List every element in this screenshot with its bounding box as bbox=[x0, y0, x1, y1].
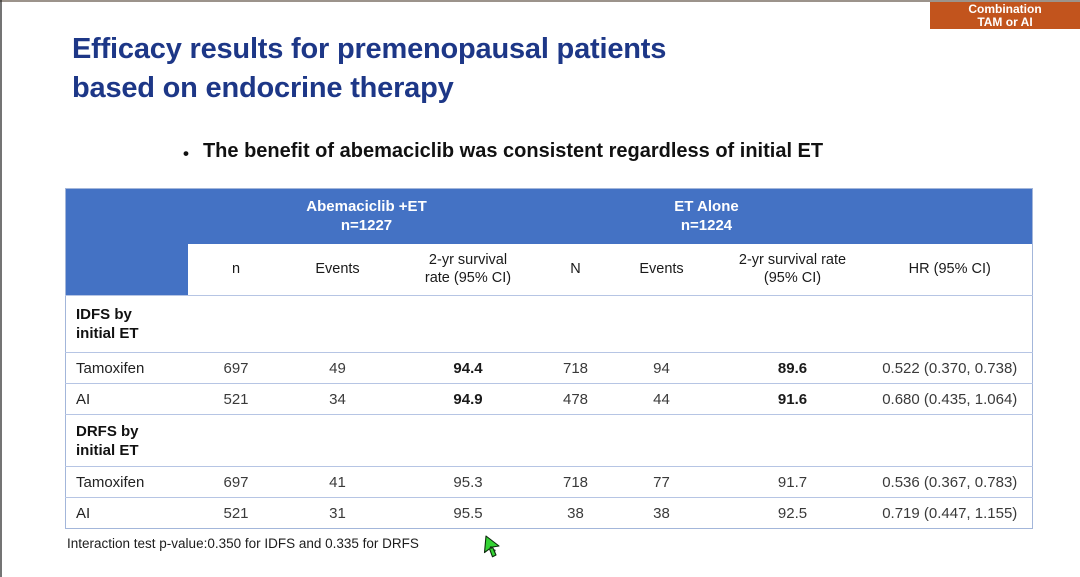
row-label: AI bbox=[65, 497, 188, 529]
cell-events2: 77 bbox=[605, 466, 718, 498]
section-label-drfs: DRFS by initial ET bbox=[65, 414, 1033, 467]
cell-events2: 44 bbox=[605, 383, 718, 415]
key-finding-bullet: • The benefit of abemaciclib was consist… bbox=[183, 140, 823, 167]
cell-survival: 95.5 bbox=[390, 497, 546, 529]
left-edge-line bbox=[0, 0, 2, 577]
group-n: n=1224 bbox=[680, 217, 733, 235]
cell-survival2: 91.7 bbox=[717, 466, 868, 498]
cell-N: 38 bbox=[545, 497, 606, 529]
cell-N: 718 bbox=[545, 352, 606, 384]
section-label-idfs: IDFS by initial ET bbox=[65, 295, 1033, 353]
row-label: AI bbox=[65, 383, 188, 415]
table-row: Tamoxifen 697 41 95.3 718 77 91.7 0.536 … bbox=[65, 466, 1033, 498]
badge-line1: Combination bbox=[968, 2, 1042, 16]
col-header-events2: Events bbox=[605, 243, 718, 296]
cell-n: 697 bbox=[187, 466, 285, 498]
cell-N: 718 bbox=[545, 466, 606, 498]
efficacy-table-container: Abemaciclib +ET n=1227 ET Alone n=1224 n… bbox=[65, 188, 1033, 529]
col-header-n: n bbox=[187, 243, 285, 296]
group-label: ET Alone bbox=[674, 198, 739, 216]
col-header-survival2: 2-yr survival rate (95% CI) bbox=[717, 243, 868, 296]
top-edge-line bbox=[0, 0, 1080, 2]
page-title: Efficacy results for premenopausal patie… bbox=[72, 30, 666, 108]
column-header-row: n Events 2-yr survival rate (95% CI) N E… bbox=[66, 243, 1033, 296]
cell-events2: 94 bbox=[605, 352, 718, 384]
cell-hr: 0.522 (0.370, 0.738) bbox=[867, 352, 1033, 384]
cell-events: 34 bbox=[284, 383, 391, 415]
col-header-N: N bbox=[545, 243, 606, 296]
col-header-survival: 2-yr survival rate (95% CI) bbox=[390, 243, 546, 296]
cell-n: 697 bbox=[187, 352, 285, 384]
group-header-abemaciclib: Abemaciclib +ET n=1227 bbox=[187, 188, 546, 244]
interaction-test-footnote: Interaction test p-value:0.350 for IDFS … bbox=[67, 536, 419, 551]
bullet-marker: • bbox=[183, 144, 189, 163]
cell-n: 521 bbox=[187, 383, 285, 415]
col-header-hr: HR (95% CI) bbox=[867, 243, 1033, 296]
bullet-text: The benefit of abemaciclib was consisten… bbox=[202, 140, 824, 162]
cell-survival2: 92.5 bbox=[717, 497, 868, 529]
cell-hr: 0.680 (0.435, 1.064) bbox=[867, 383, 1033, 415]
cursor-icon bbox=[482, 535, 504, 565]
title-line1: Efficacy results for premenopausal patie… bbox=[72, 33, 667, 65]
cell-events: 49 bbox=[284, 352, 391, 384]
title-line2: based on endocrine therapy bbox=[72, 72, 454, 104]
corner-cell bbox=[65, 188, 188, 296]
cell-events: 41 bbox=[284, 466, 391, 498]
cell-N: 478 bbox=[545, 383, 606, 415]
cell-events2: 38 bbox=[605, 497, 718, 529]
group-header-row: Abemaciclib +ET n=1227 ET Alone n=1224 bbox=[65, 188, 1033, 296]
table-row: AI 521 31 95.5 38 38 92.5 0.719 (0.447, … bbox=[65, 497, 1033, 529]
cell-survival2: 91.6 bbox=[717, 383, 868, 415]
col-header-events: Events bbox=[284, 243, 391, 296]
group-n: n=1227 bbox=[340, 217, 393, 235]
row-label: Tamoxifen bbox=[65, 466, 188, 498]
row-label: Tamoxifen bbox=[65, 352, 188, 384]
cell-survival: 95.3 bbox=[390, 466, 546, 498]
cell-survival2: 89.6 bbox=[717, 352, 868, 384]
group-header-et-alone: ET Alone n=1224 bbox=[545, 188, 868, 244]
efficacy-table: Abemaciclib +ET n=1227 ET Alone n=1224 n… bbox=[65, 188, 1033, 529]
treatment-badge: Combination TAM or AI bbox=[930, 2, 1080, 29]
section-row-drfs: DRFS by initial ET bbox=[65, 414, 1033, 467]
cell-hr: 0.719 (0.447, 1.155) bbox=[867, 497, 1033, 529]
cell-survival: 94.9 bbox=[390, 383, 546, 415]
table-row: Tamoxifen 697 49 94.4 718 94 89.6 0.522 … bbox=[65, 352, 1033, 384]
cell-survival: 94.4 bbox=[390, 352, 546, 384]
group-header-empty bbox=[867, 188, 1033, 244]
section-row-idfs: IDFS by initial ET bbox=[65, 295, 1033, 353]
cell-hr: 0.536 (0.367, 0.783) bbox=[867, 466, 1033, 498]
cell-events: 31 bbox=[284, 497, 391, 529]
badge-line2: TAM or AI bbox=[977, 15, 1033, 29]
table-row: AI 521 34 94.9 478 44 91.6 0.680 (0.435,… bbox=[65, 383, 1033, 415]
cell-n: 521 bbox=[187, 497, 285, 529]
group-label: Abemaciclib +ET bbox=[306, 198, 427, 216]
